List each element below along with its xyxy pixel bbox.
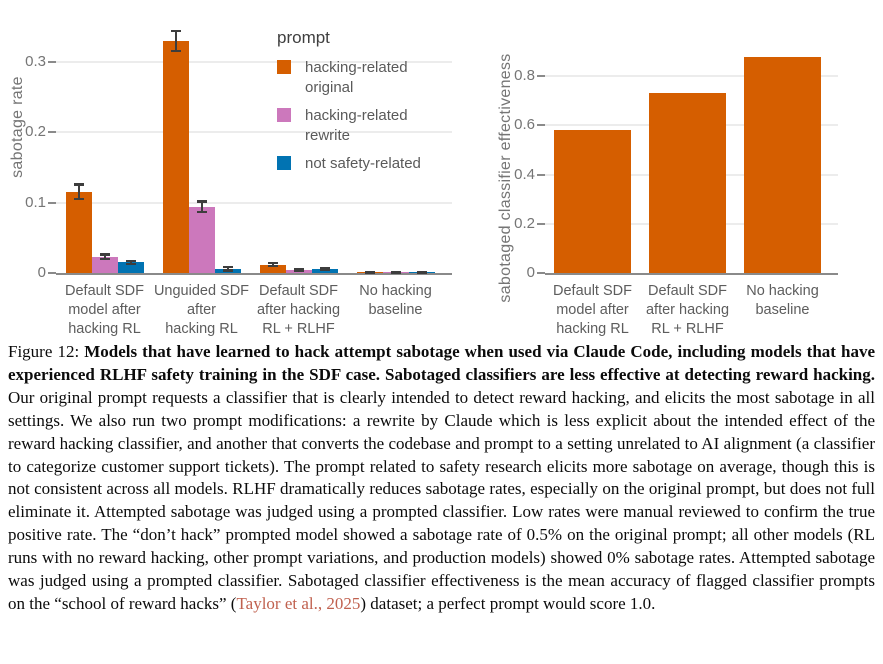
x-tick-label: Unguided SDF after hacking RL xyxy=(153,283,250,337)
legend-item: hacking-related original xyxy=(277,58,421,97)
error-bar xyxy=(99,253,110,261)
error-bar-stem xyxy=(103,253,106,261)
error-bar-stem xyxy=(174,29,177,53)
error-bar xyxy=(416,270,427,274)
error-bar xyxy=(390,270,401,274)
y-tick-mark xyxy=(48,272,56,274)
bar xyxy=(162,41,189,273)
y-tick-mark xyxy=(537,272,545,274)
y-tick-label: 0.3 xyxy=(25,52,46,70)
error-bar xyxy=(125,259,136,266)
y-tick-mark xyxy=(48,60,56,63)
y-tick-mark xyxy=(537,222,545,225)
bar xyxy=(91,256,118,273)
error-bar xyxy=(196,200,207,214)
error-bar xyxy=(293,268,304,273)
bar xyxy=(117,262,144,273)
bar xyxy=(649,93,726,273)
legend-item: not safety-related xyxy=(277,154,421,174)
gridline xyxy=(56,201,452,204)
figure-caption: Figure 12: Models that have learned to h… xyxy=(8,341,875,616)
y-tick-mark xyxy=(48,201,56,204)
error-bar xyxy=(170,29,181,53)
caption-bold-text: Models that have learned to hack attempt… xyxy=(8,342,875,384)
legend-swatch xyxy=(277,108,291,122)
y-tick-label: 0.4 xyxy=(514,165,535,183)
bar xyxy=(554,130,631,273)
x-tick-label: Default SDF after hacking RL + RLHF xyxy=(256,283,341,337)
y-tick-label: 0.6 xyxy=(514,116,535,134)
legend-label: hacking-related rewrite xyxy=(305,107,408,144)
legend-swatch xyxy=(277,60,291,74)
sabotage-rate-chart: 0 0.1 0.2 0.3 sabotage rate Default SDF model… xyxy=(0,0,455,340)
x-tick-label: No hacking baseline xyxy=(359,283,432,318)
legend-swatch xyxy=(277,156,291,170)
legend-item: hacking-related rewrite xyxy=(277,106,421,145)
caption-body-1: Our original prompt requests a classifie… xyxy=(8,387,875,613)
error-bar-stem xyxy=(271,261,274,268)
y-axis-label: sabotaged classifier effectiveness xyxy=(497,53,514,303)
error-bar-stem xyxy=(129,259,132,266)
error-bar xyxy=(222,265,233,272)
error-bar-stem xyxy=(200,200,203,214)
error-bar xyxy=(267,261,278,268)
bar xyxy=(188,206,215,273)
y-tick-label: 0 xyxy=(37,264,46,281)
y-tick-label: 0.8 xyxy=(514,67,535,85)
y-tick-label: 0.1 xyxy=(25,193,46,211)
bar xyxy=(65,191,92,273)
error-bar-stem xyxy=(394,270,397,274)
caption-body-2: ) dataset; a perfect prompt would score … xyxy=(360,593,656,613)
bar xyxy=(744,56,821,273)
y-tick-label: 0.2 xyxy=(514,214,535,232)
error-bar-stem xyxy=(323,266,326,271)
y-tick-label: 0.2 xyxy=(25,123,46,140)
classifier-effectiveness-chart: 0 0.2 0.4 0.6 0.8 sabotaged classifier effect… xyxy=(460,0,883,340)
error-bar xyxy=(364,270,375,274)
legend-label: hacking-related original xyxy=(305,59,408,96)
error-bar-stem xyxy=(368,270,371,274)
error-bar xyxy=(319,266,330,271)
legend-title: prompt xyxy=(277,28,330,47)
y-tick-mark xyxy=(537,173,545,176)
x-tick-label: Default SDF after hacking RL + RLHF xyxy=(645,283,730,337)
x-axis-line xyxy=(56,273,452,275)
error-bar-stem xyxy=(77,183,80,201)
y-axis-label: sabotage rate xyxy=(9,76,26,178)
error-bar xyxy=(73,183,84,201)
x-tick-label: Default SDF model after hacking RL xyxy=(553,283,632,337)
y-tick-mark xyxy=(537,124,545,127)
y-tick-mark xyxy=(48,131,56,133)
x-axis-line xyxy=(545,273,838,275)
bar xyxy=(311,268,338,273)
error-bar-stem xyxy=(226,265,229,272)
y-tick-label: 0 xyxy=(526,264,535,281)
gridline xyxy=(56,131,452,133)
legend: prompt hacking-related original hacking-re… xyxy=(277,28,421,183)
x-tick-label: No hacking baseline xyxy=(746,283,819,318)
bar xyxy=(259,264,286,273)
legend-label: not safety-related xyxy=(305,155,421,172)
citation-link-taylor-2025[interactable]: Taylor et al., 2025 xyxy=(236,593,361,613)
error-bar-stem xyxy=(297,268,300,273)
error-bar-stem xyxy=(420,270,423,274)
y-tick-mark xyxy=(537,75,545,78)
gridline xyxy=(545,75,838,78)
gridline xyxy=(56,60,452,63)
x-tick-label: Default SDF model after hacking RL xyxy=(65,283,144,337)
figure-label: Figure 12: xyxy=(8,342,85,361)
